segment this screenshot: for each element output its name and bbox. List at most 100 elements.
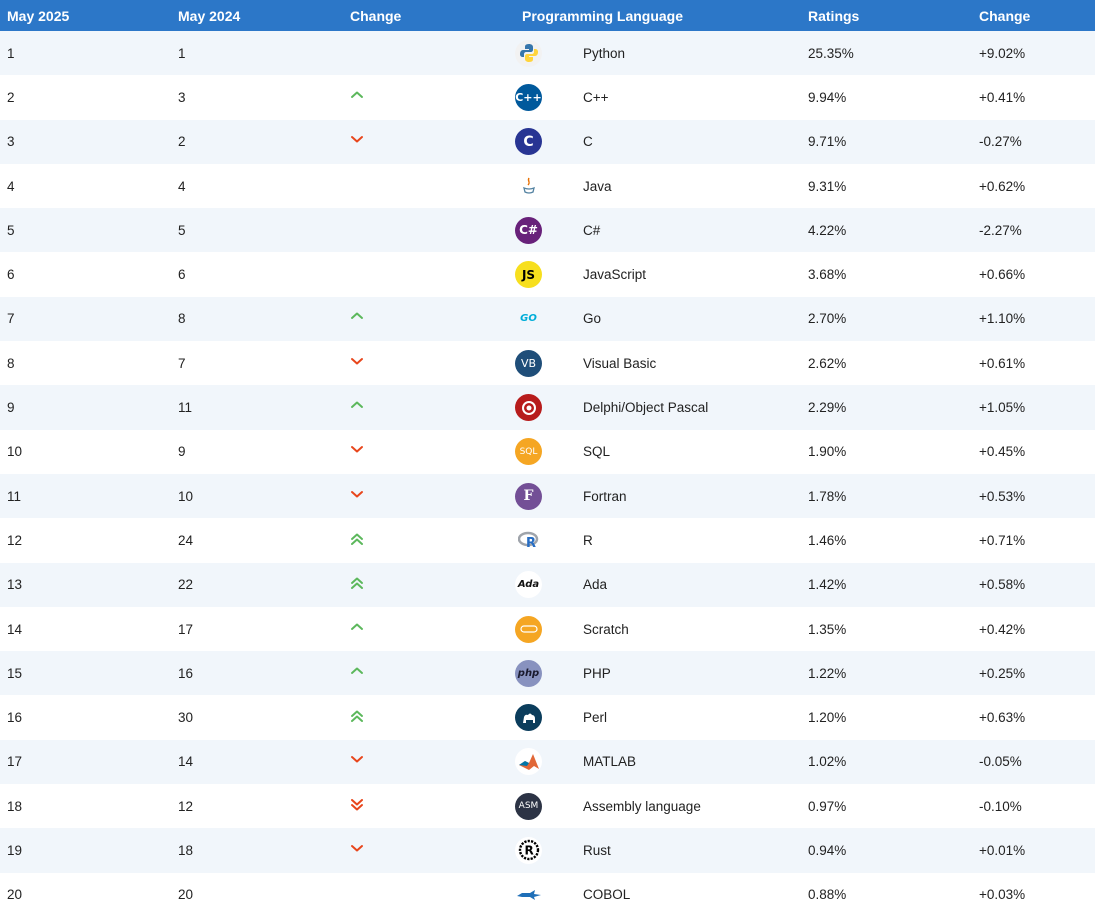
language-name[interactable]: C (583, 134, 593, 150)
rank-2025: 10 (7, 444, 23, 460)
language-name[interactable]: Delphi/Object Pascal (583, 400, 709, 416)
change-value: +0.62% (979, 178, 1026, 194)
header-change-percent[interactable]: Change (979, 7, 1031, 24)
language-cell: Ada Ada (515, 563, 801, 607)
language-name[interactable]: SQL (583, 444, 611, 460)
language-name[interactable]: Assembly language (583, 798, 701, 814)
change-cell (343, 208, 515, 252)
chevron-down-icon (350, 489, 364, 501)
rating-value: 9.31% (808, 178, 847, 194)
change-value: +0.25% (979, 665, 1026, 681)
chevron-down-icon (350, 356, 364, 368)
language-name[interactable]: COBOL (583, 887, 631, 903)
table-row: 7 8 GO Go 2.70% +1.10% (0, 296, 1095, 342)
rating-value: 4.22% (808, 222, 847, 238)
change-value: -0.27% (979, 134, 1022, 150)
change-cell (343, 651, 515, 695)
language-name[interactable]: Visual Basic (583, 355, 657, 371)
rank-2024: 10 (178, 488, 194, 504)
change-cell (343, 518, 515, 562)
language-name[interactable]: C# (583, 222, 601, 238)
visual-basic-icon: VB (515, 349, 583, 377)
rank-2025: 18 (7, 798, 23, 814)
rank-2025: 14 (7, 621, 23, 637)
language-name[interactable]: JavaScript (583, 267, 647, 283)
table-row: 2 3 C++ C++ 9.94% +0.41% (0, 75, 1095, 120)
change-value: -0.05% (979, 754, 1022, 770)
rank-2024: 3 (178, 89, 186, 105)
c-icon: C (515, 128, 583, 156)
rank-2025: 20 (7, 887, 23, 903)
change-value: +0.58% (979, 577, 1026, 593)
table-row: 4 4 Java 9.31% +0.62% (0, 163, 1095, 209)
chevron-down-icon (350, 754, 364, 766)
rank-2024: 9 (178, 444, 186, 460)
header-may-2025[interactable]: May 2025 (7, 7, 70, 24)
rating-value: 1.20% (808, 710, 847, 726)
rank-2025: 1 (7, 45, 15, 61)
table-row: 11 10 F Fortran 1.78% +0.53% (0, 473, 1095, 519)
header-change[interactable]: Change (350, 7, 402, 24)
language-name[interactable]: Perl (583, 710, 608, 726)
change-cell (343, 120, 515, 164)
change-cell (343, 563, 515, 607)
header-may-2024[interactable]: May 2024 (178, 7, 241, 24)
change-cell (343, 385, 515, 429)
language-name[interactable]: Python (583, 45, 626, 61)
r-icon: R (515, 526, 583, 554)
change-value: +1.10% (979, 311, 1026, 327)
rating-value: 3.68% (808, 267, 847, 283)
language-name[interactable]: Ada (583, 577, 608, 593)
language-name[interactable]: Java (583, 178, 612, 194)
chevron-down-icon (350, 134, 364, 146)
table-row: 8 7 VB Visual Basic 2.62% +0.61% (0, 341, 1095, 386)
rating-value: 0.94% (808, 842, 847, 858)
language-cell: php PHP (515, 651, 801, 695)
rating-value: 2.62% (808, 355, 847, 371)
header-programming-language[interactable]: Programming Language (522, 7, 684, 24)
language-name[interactable]: Go (583, 311, 602, 327)
change-value: +0.53% (979, 488, 1026, 504)
language-name[interactable]: Scratch (583, 621, 629, 637)
rank-2025: 13 (7, 577, 23, 593)
language-name[interactable]: MATLAB (583, 754, 637, 770)
ada-icon: Ada (515, 571, 583, 599)
table-row: 9 11 Delphi/Object Pascal 2.29% +1.05% (0, 385, 1095, 430)
language-cell: R Rust (515, 828, 801, 872)
header-ratings[interactable]: Ratings (808, 7, 860, 24)
language-name[interactable]: Rust (583, 842, 611, 858)
language-name[interactable]: C++ (583, 89, 609, 105)
change-value: +0.71% (979, 532, 1026, 548)
rank-2024: 5 (178, 222, 186, 238)
sql-icon: SQL (515, 438, 583, 466)
rank-2024: 8 (178, 311, 186, 327)
rating-value: 1.78% (808, 488, 847, 504)
language-name[interactable]: Fortran (583, 488, 627, 504)
chevron-up-icon (350, 311, 364, 323)
rank-2025: 2 (7, 89, 15, 105)
change-cell (343, 474, 515, 518)
rank-2024: 11 (178, 400, 193, 416)
chevron-up-icon (350, 666, 364, 678)
table-row: 14 17 Scratch 1.35% +0.42% (0, 606, 1095, 652)
language-name[interactable]: R (583, 532, 593, 548)
svg-text:R: R (526, 536, 536, 549)
table-row: 5 5 C# C# 4.22% -2.27% (0, 208, 1095, 253)
rank-2025: 17 (7, 754, 23, 770)
rating-value: 1.42% (808, 577, 847, 593)
rank-2025: 19 (7, 842, 23, 858)
double-chevron-down-icon (350, 798, 364, 811)
change-cell (343, 341, 515, 385)
python-icon (515, 39, 583, 67)
table-row: 20 20 COBOL 0.88% +0.03% (0, 872, 1095, 917)
language-cell: Python (515, 31, 801, 75)
change-cell (343, 784, 515, 828)
cobol-icon (515, 881, 583, 908)
java-icon (515, 172, 583, 200)
change-value: +0.41% (979, 89, 1026, 105)
rank-2025: 5 (7, 222, 15, 238)
language-name[interactable]: PHP (583, 665, 611, 681)
csharp-icon: C# (515, 216, 583, 244)
rank-2025: 6 (7, 267, 15, 283)
